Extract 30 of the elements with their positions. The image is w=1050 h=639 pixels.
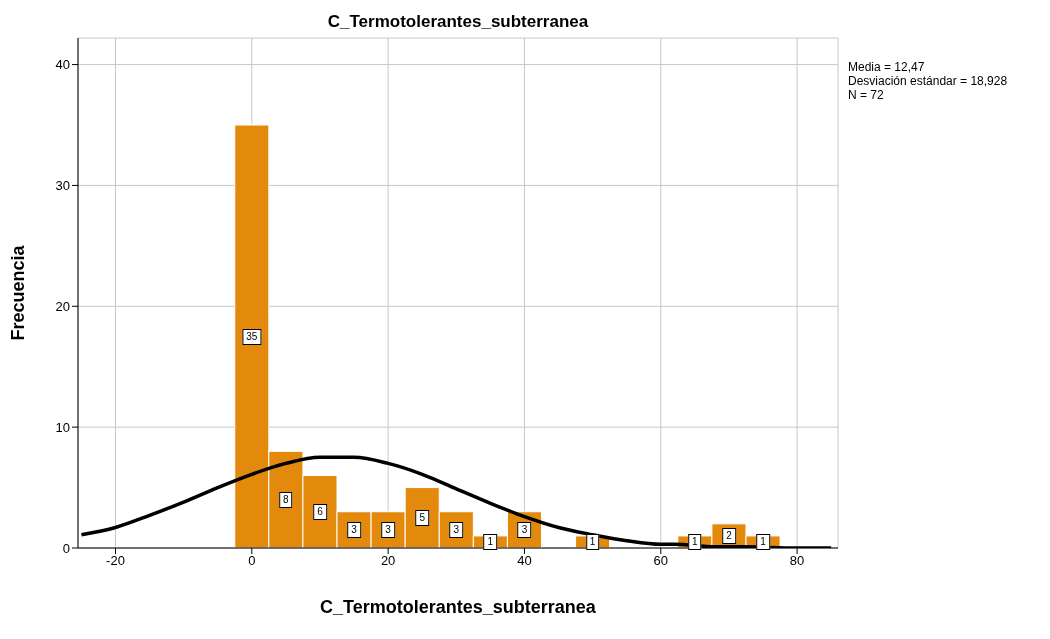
data-label: 8 — [279, 491, 293, 508]
y-tick-label: 0 — [62, 540, 70, 556]
data-label: 1 — [688, 533, 702, 550]
data-label: 1 — [483, 533, 498, 550]
data-label: 1 — [585, 533, 600, 550]
x-tick-label: 80 — [789, 553, 805, 569]
data-label: 2 — [722, 527, 736, 544]
data-label: 3 — [449, 521, 464, 538]
chart-title: C_Termotolerantes_subterranea — [326, 12, 590, 32]
y-axis-title: Frecuencia — [8, 244, 29, 341]
x-tick-label: 0 — [248, 553, 256, 569]
x-tick-label: 60 — [653, 553, 669, 569]
data-label: 35 — [242, 328, 262, 345]
y-tick-label: 20 — [55, 298, 70, 314]
text: Desviación estándar = 18,928 — [848, 74, 1008, 88]
x-tick-label: 40 — [517, 553, 532, 569]
x-axis-title: C_Termotolerantes_subterranea — [320, 597, 597, 617]
data-label: 6 — [313, 503, 327, 520]
data-label: 3 — [517, 521, 532, 538]
y-tick-label: 30 — [55, 178, 70, 194]
y-tick-label: 40 — [55, 57, 70, 73]
data-label: 1 — [756, 533, 770, 550]
text: N = 72 — [848, 88, 885, 102]
y-tick-label: 10 — [55, 419, 70, 435]
x-tick-label: 20 — [380, 553, 396, 569]
data-label: 5 — [415, 509, 429, 526]
text: Media = 12,47 — [848, 60, 926, 74]
data-label: 3 — [347, 521, 361, 538]
data-label: 3 — [381, 521, 395, 538]
x-tick-label: -20 — [106, 553, 125, 569]
